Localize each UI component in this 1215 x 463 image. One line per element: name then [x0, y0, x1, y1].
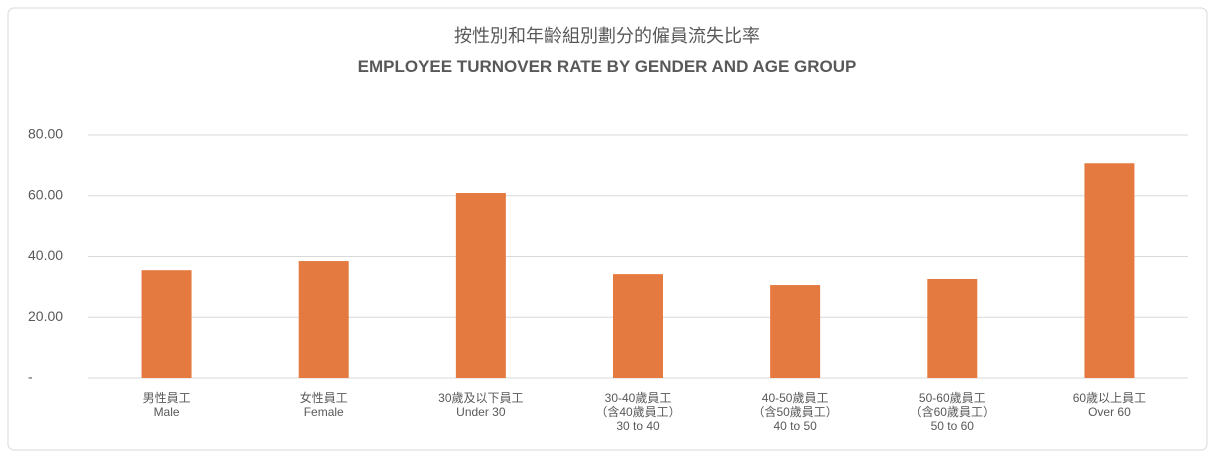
- bar: [141, 270, 192, 378]
- y-tick-label: 60.00: [28, 186, 63, 202]
- bar: [1084, 163, 1135, 378]
- bar: [298, 261, 349, 378]
- x-tick-label: 30 to 40: [616, 419, 660, 433]
- x-tick-label: 50-60歲員工: [919, 391, 986, 405]
- x-tick-label: 30歲及以下員工: [438, 391, 523, 405]
- chart-title: EMPLOYEE TURNOVER RATE BY GENDER AND AGE…: [358, 57, 857, 76]
- bar: [770, 285, 821, 378]
- y-tick-label: 80.00: [28, 126, 63, 142]
- x-tick-label: 40 to 50: [773, 419, 817, 433]
- x-tick-label: Male: [154, 405, 180, 419]
- bar: [613, 274, 663, 378]
- x-tick-label: Under 30: [456, 405, 506, 419]
- y-tick-label: 40.00: [28, 247, 63, 263]
- x-tick-label: 女性員工: [300, 390, 348, 405]
- x-tick-label: Female: [304, 405, 344, 419]
- bar: [927, 278, 978, 378]
- x-tick-label: Over 60: [1088, 405, 1131, 419]
- x-tick-label: 40-50歲員工: [762, 391, 829, 405]
- chart-title: 按性別和年齡組別劃分的僱員流失比率: [454, 26, 760, 46]
- x-tick-label: （含50歲員工）: [752, 404, 837, 419]
- bar: [455, 193, 506, 378]
- y-tick-label: 20.00: [28, 308, 63, 324]
- x-tick-label: （含40歲員工）: [595, 404, 680, 419]
- x-tick-label: （含60歲員工）: [910, 404, 995, 419]
- x-tick-label: 男性員工: [143, 391, 191, 405]
- x-tick-label: 30-40歲員工: [605, 391, 672, 405]
- y-tick-label: -: [28, 369, 33, 385]
- x-tick-label: 50 to 60: [931, 419, 975, 433]
- x-tick-label: 60歲以上員工: [1073, 391, 1146, 405]
